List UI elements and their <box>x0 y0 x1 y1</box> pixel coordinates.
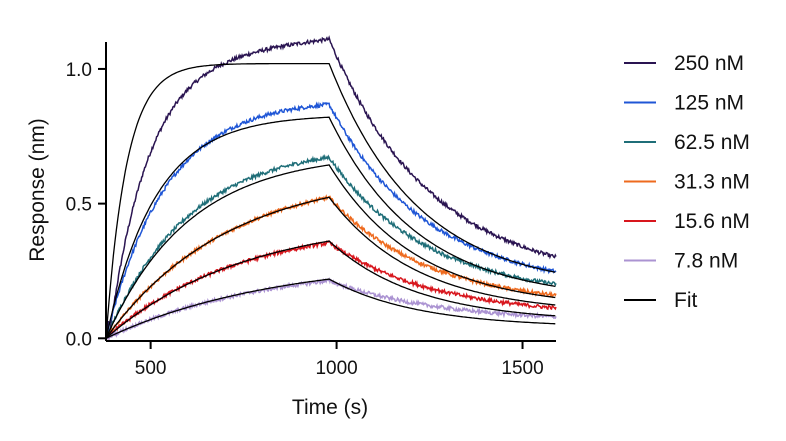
x-axis-title: Time (s) <box>292 396 368 419</box>
legend-label: 125 nM <box>674 92 744 115</box>
y-tick-label: 1.0 <box>66 60 92 81</box>
legend-label: 31.3 nM <box>674 171 750 194</box>
fit-curve <box>105 62 556 339</box>
fit-curve <box>105 164 556 339</box>
legend-label: 62.5 nM <box>674 131 750 154</box>
fit-series-group <box>105 62 556 339</box>
x-tick-label: 1000 <box>315 358 357 379</box>
x-tick-label: 500 <box>135 358 167 379</box>
legend: 250 nM 125 nM 62.5 nM 31.3 nM 15.6 nM 7.8 nM F… <box>624 52 750 312</box>
y-ticks: 0.0 0.5 1.0 <box>66 60 106 350</box>
data-series-group <box>105 35 557 342</box>
y-tick-label: 0.0 <box>66 329 92 350</box>
axes: 500 1000 1500 0.0 0.5 1.0 <box>66 42 556 379</box>
y-tick-label: 0.5 <box>66 195 92 216</box>
x-tick-label: 1500 <box>501 358 543 379</box>
series-line-250-nm <box>105 35 557 338</box>
plot-area <box>105 35 557 342</box>
legend-label: 15.6 nM <box>674 210 750 233</box>
fit-curve <box>105 240 556 339</box>
fit-curve <box>105 116 556 339</box>
fit-curve <box>105 196 556 339</box>
legend-label: 250 nM <box>674 52 744 75</box>
series-line-125-nm <box>105 101 557 338</box>
legend-label: Fit <box>674 289 697 312</box>
x-ticks: 500 1000 1500 <box>135 341 544 379</box>
y-axis-title: Response (nm) <box>26 118 49 262</box>
legend-label: 7.8 nM <box>674 250 738 273</box>
fit-curve <box>105 278 556 339</box>
